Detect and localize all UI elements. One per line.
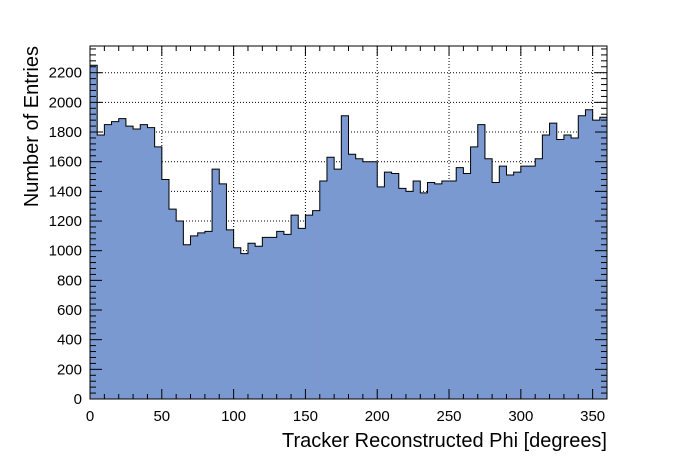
histogram-bar <box>161 179 170 399</box>
histogram-bar <box>348 154 357 399</box>
histogram-bar <box>283 234 292 399</box>
histogram-bar <box>571 137 579 399</box>
histogram-bar <box>377 186 385 399</box>
histogram-bar <box>513 172 522 399</box>
histogram-bars <box>90 65 608 400</box>
histogram-bar <box>140 124 148 399</box>
histogram-bar <box>549 123 558 400</box>
x-tick-label: 50 <box>153 408 170 425</box>
x-tick-label: 350 <box>580 408 605 425</box>
y-tick-label: 0 <box>74 391 82 408</box>
histogram-bar <box>556 139 565 400</box>
histogram-bar <box>125 126 134 399</box>
histogram-bar <box>97 134 105 400</box>
histogram-bar <box>240 253 249 399</box>
y-tick-label: 1000 <box>49 243 82 260</box>
histogram-bar <box>355 158 364 399</box>
y-tick-label: 200 <box>57 361 82 378</box>
histogram-bar <box>212 169 220 399</box>
histogram-bar <box>147 127 156 400</box>
histogram-outline <box>89 64 608 399</box>
histogram-bar <box>585 109 594 399</box>
histogram-bar <box>154 146 163 399</box>
histogram-bar <box>168 209 177 399</box>
histogram-bar <box>492 182 500 399</box>
histogram-bar <box>413 180 421 399</box>
histogram-bar <box>118 118 127 400</box>
histogram-bar <box>463 173 471 399</box>
histogram-bar <box>441 180 450 399</box>
histogram-bar <box>298 228 306 399</box>
histogram-bar <box>449 180 457 399</box>
y-tick-label: 1400 <box>49 183 82 200</box>
histogram-bar <box>528 166 536 399</box>
histogram-bar <box>319 180 328 399</box>
histogram-bar <box>391 173 400 399</box>
x-tick-label: 150 <box>293 408 318 425</box>
y-tick-label: 1200 <box>49 213 82 230</box>
histogram-bar <box>592 120 601 399</box>
histogram-bar <box>398 188 407 399</box>
histogram-bar <box>563 134 572 400</box>
histogram-bar <box>312 210 321 399</box>
y-axis-title: Number of Entries <box>21 46 43 207</box>
y-tick-label: 2000 <box>49 94 82 111</box>
y-tick-label: 1800 <box>49 124 82 141</box>
histogram-bar <box>190 235 199 399</box>
histogram-bar <box>484 158 493 399</box>
histogram-bar <box>291 215 299 399</box>
histogram-bar <box>341 115 349 399</box>
histogram-bar <box>434 183 443 399</box>
x-tick-label: 300 <box>508 408 533 425</box>
histogram-bar <box>197 232 206 399</box>
histogram-bar <box>599 117 608 400</box>
histogram-bar <box>176 221 184 399</box>
histogram-bar <box>334 169 342 399</box>
y-tick-label: 2200 <box>49 65 82 82</box>
x-tick-label: 200 <box>365 408 390 425</box>
histogram-bar <box>384 172 392 399</box>
x-axis-title: Tracker Reconstructed Phi [degrees] <box>282 430 607 452</box>
histogram-bar <box>470 146 479 399</box>
x-tick-label: 250 <box>437 408 462 425</box>
histogram-bar <box>226 229 235 399</box>
histogram-bar <box>506 175 515 399</box>
histogram-bar <box>90 65 98 400</box>
histogram-bar <box>276 231 285 399</box>
histogram-bar <box>183 244 191 399</box>
axis-ticks <box>89 46 608 400</box>
histogram-bar <box>420 192 428 399</box>
histogram-bar <box>370 161 378 399</box>
histogram-bar <box>542 134 550 400</box>
histogram-bar <box>499 166 507 399</box>
x-tick-label: 0 <box>86 408 94 425</box>
histogram-bar <box>578 115 586 399</box>
histogram-bar <box>247 243 256 399</box>
histogram-bar <box>326 157 335 399</box>
histogram-bar <box>405 191 414 399</box>
histogram-bar <box>233 247 242 399</box>
y-tick-label: 600 <box>57 302 82 319</box>
histogram-bar <box>456 167 464 399</box>
histogram-bar <box>362 161 371 399</box>
y-tick-label: 1600 <box>49 154 82 171</box>
y-tick-label: 400 <box>57 332 82 349</box>
histogram-bar <box>520 166 529 399</box>
histogram-bar <box>535 158 543 399</box>
histogram-bar <box>477 124 486 399</box>
histogram-bar <box>204 231 213 399</box>
x-tick-label: 100 <box>221 408 246 425</box>
histogram-bar <box>219 183 227 399</box>
histogram-bar <box>111 121 120 400</box>
tick-labels: 0 50 100 150 200 250 300 350 0 200 400 600 800 1000 12… <box>49 65 606 425</box>
histogram-bar <box>305 215 313 399</box>
y-tick-label: 800 <box>57 272 82 289</box>
histogram-bar <box>427 182 436 399</box>
histogram-bar <box>133 129 141 399</box>
histogram-bar <box>104 124 112 399</box>
histogram-bar <box>255 246 263 399</box>
histogram-bar <box>269 237 278 399</box>
histogram-bar <box>262 237 270 399</box>
